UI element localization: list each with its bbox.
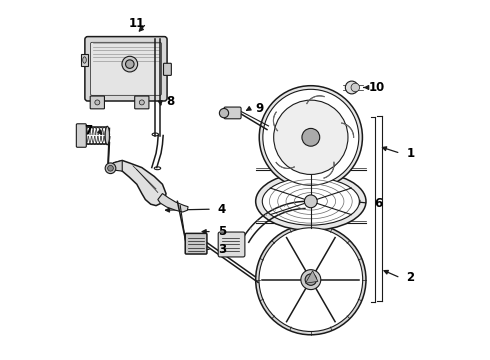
Circle shape [305,274,317,285]
Circle shape [220,108,229,118]
Text: 4: 4 [218,203,226,216]
Text: 8: 8 [166,95,174,108]
FancyBboxPatch shape [185,233,207,254]
Circle shape [304,195,317,208]
FancyBboxPatch shape [76,124,86,147]
Text: 10: 10 [368,81,385,94]
FancyBboxPatch shape [90,96,104,109]
Circle shape [263,89,359,185]
Text: 3: 3 [218,243,226,256]
Circle shape [351,83,360,92]
Circle shape [302,129,319,146]
Circle shape [345,81,358,94]
Circle shape [125,60,134,68]
Text: 6: 6 [374,197,383,210]
Circle shape [259,86,363,189]
FancyBboxPatch shape [164,63,171,75]
Text: 7: 7 [84,124,93,137]
Ellipse shape [105,126,109,145]
Ellipse shape [95,100,100,105]
Ellipse shape [139,100,144,105]
Circle shape [274,100,348,175]
FancyBboxPatch shape [218,232,245,257]
Circle shape [301,270,321,289]
Text: 1: 1 [406,147,415,160]
Ellipse shape [262,177,359,225]
Polygon shape [113,161,166,206]
Text: 11: 11 [128,17,145,30]
Polygon shape [81,54,88,66]
Circle shape [256,225,366,335]
Ellipse shape [83,57,86,63]
FancyBboxPatch shape [135,96,149,109]
Polygon shape [305,271,318,283]
Circle shape [122,56,138,72]
Text: 5: 5 [218,225,226,238]
FancyBboxPatch shape [85,37,167,101]
Text: 2: 2 [406,271,415,284]
Circle shape [105,163,116,174]
Polygon shape [108,161,122,171]
Circle shape [259,228,363,332]
Polygon shape [158,194,188,212]
Ellipse shape [256,172,366,230]
FancyBboxPatch shape [224,107,241,119]
Circle shape [108,165,113,171]
FancyBboxPatch shape [91,42,161,95]
Text: 9: 9 [255,102,263,115]
